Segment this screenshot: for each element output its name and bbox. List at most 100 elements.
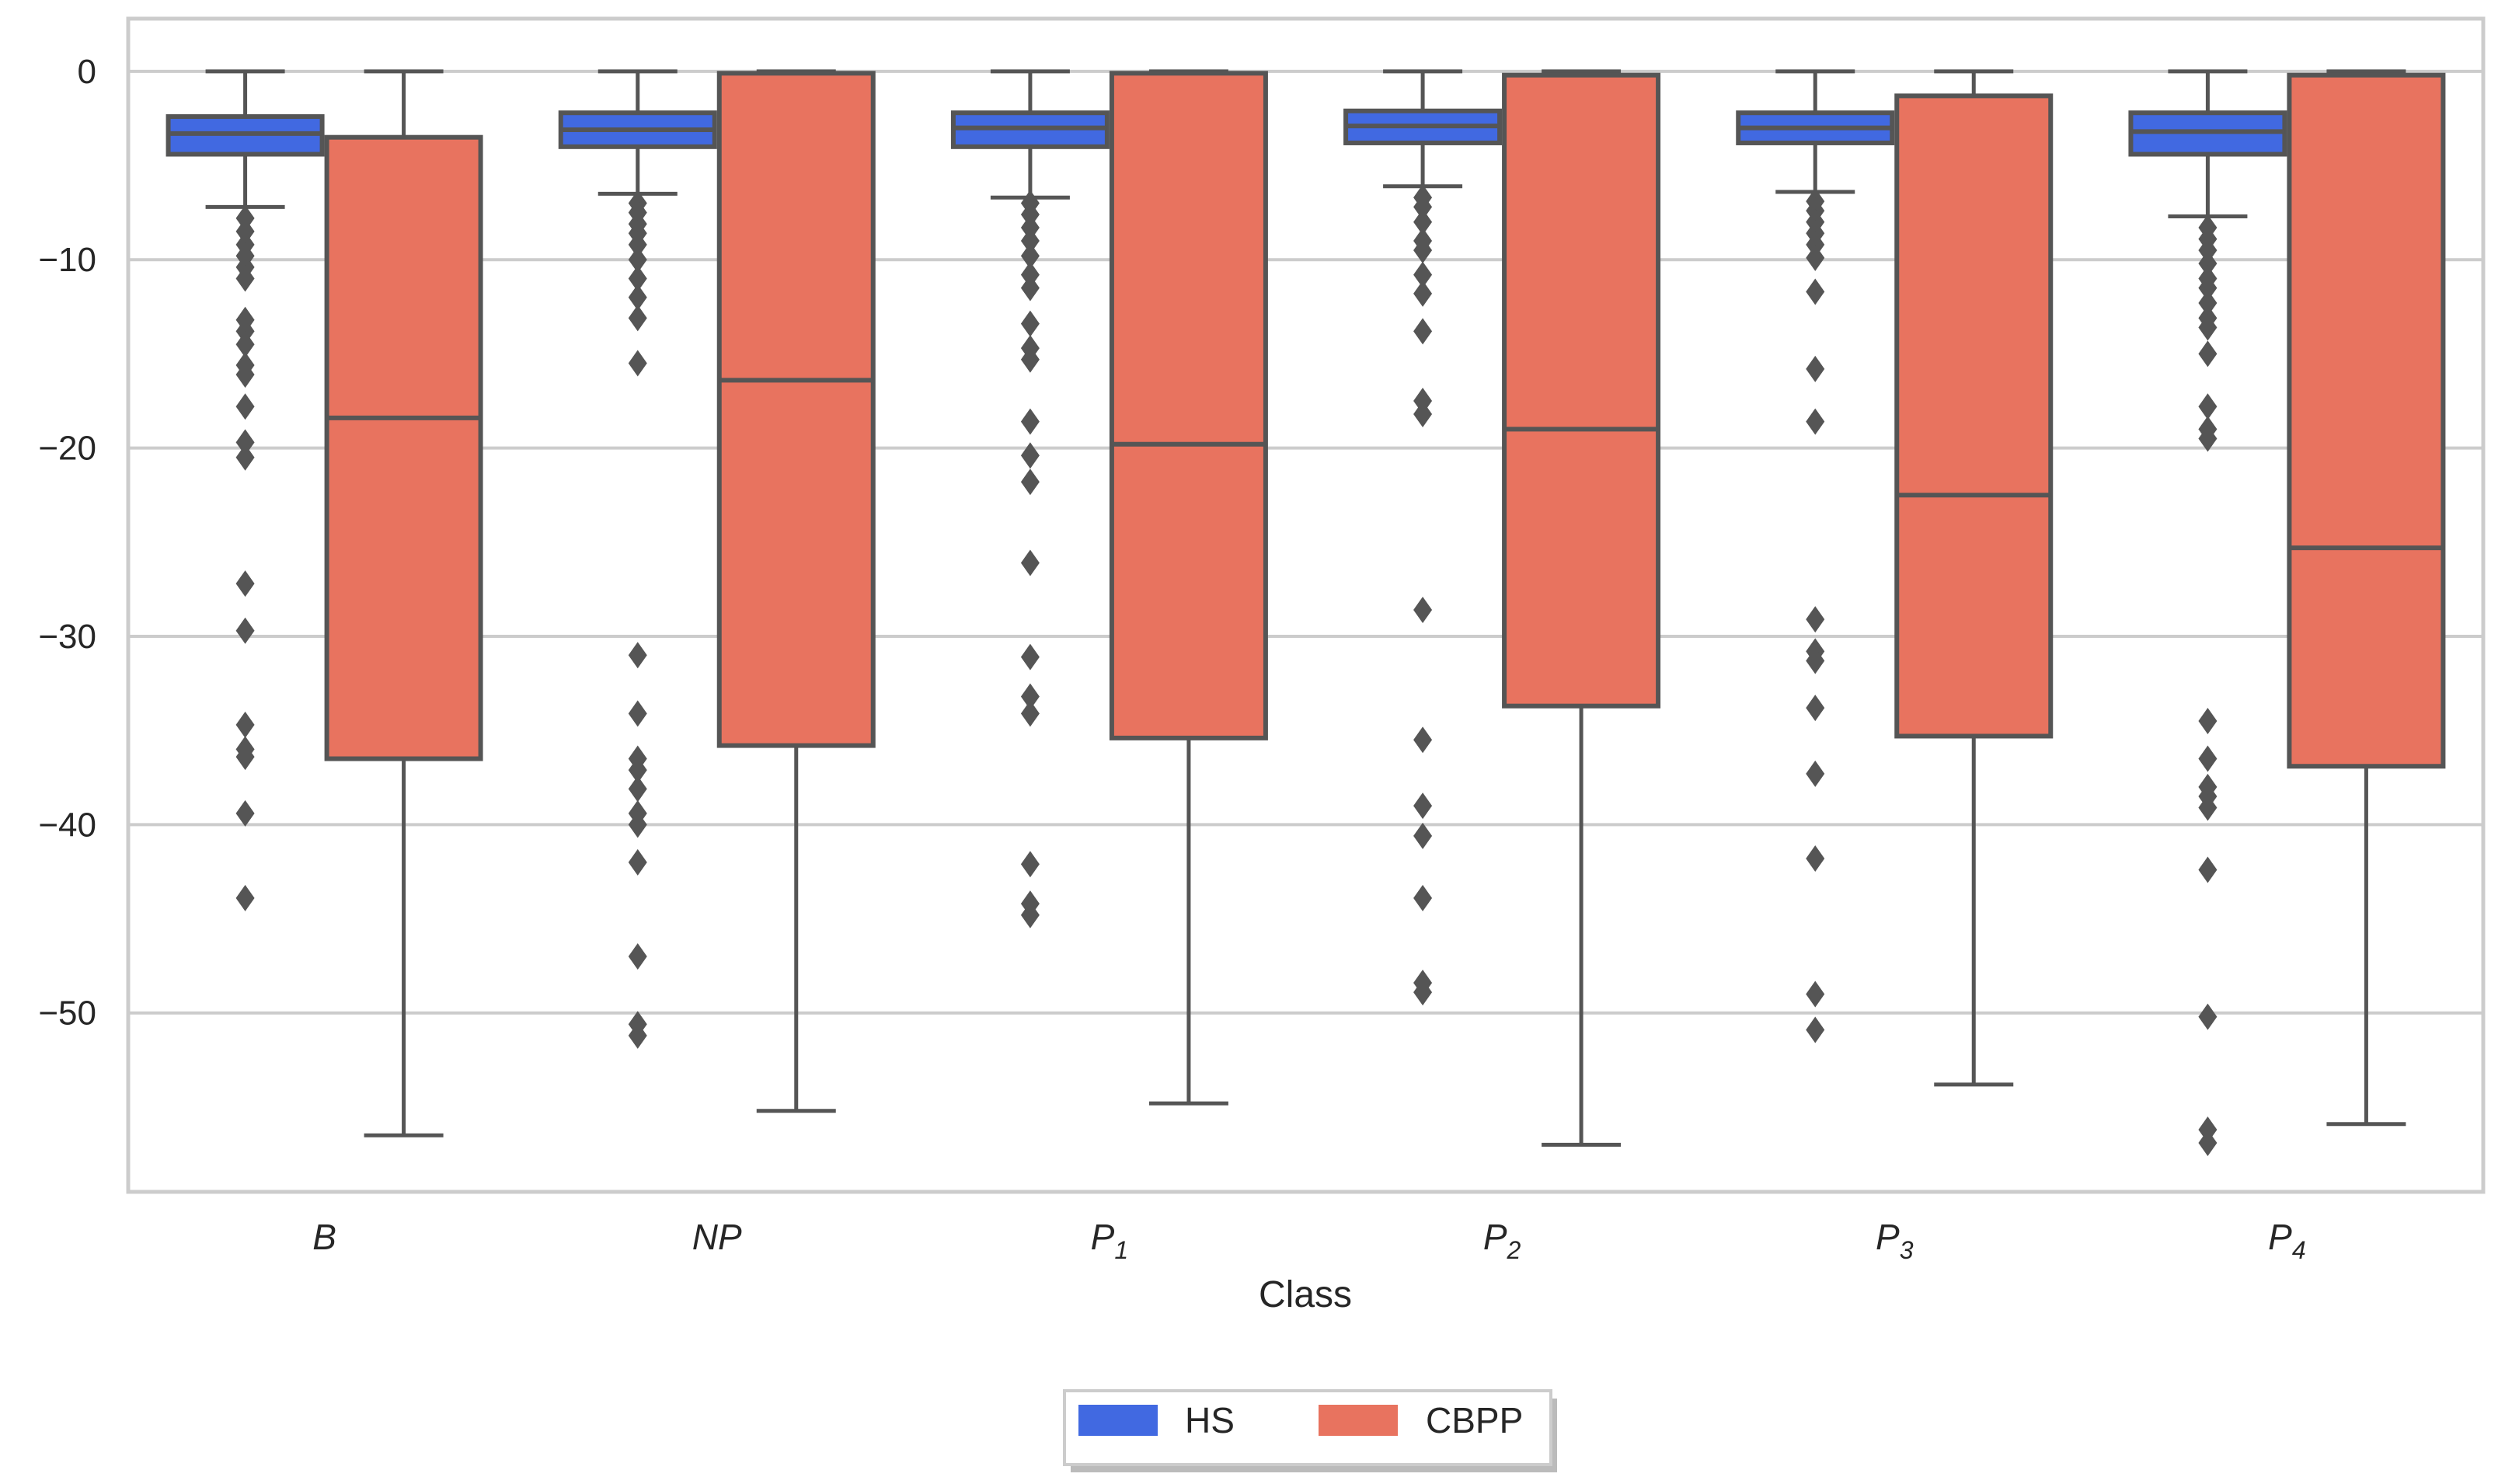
outlier-point [2198, 745, 2218, 772]
outlier-point [1020, 408, 1040, 435]
outlier-point [235, 444, 255, 471]
outlier-point [1020, 643, 1040, 671]
x-tick-label: P4 [2268, 1217, 2305, 1264]
outlier-point [628, 246, 647, 273]
legend-label-hs: HS [1185, 1400, 1235, 1440]
outlier-point [235, 617, 255, 644]
outlier-point [2198, 856, 2218, 883]
outlier-point [2198, 425, 2218, 452]
outlier-point [1806, 695, 1825, 722]
legend: HS CBPP [1063, 1389, 1557, 1472]
outlier-point [1020, 700, 1040, 727]
outlier-point [628, 757, 647, 784]
box-hs-4 [1736, 69, 1895, 1043]
outlier-point [1020, 242, 1040, 270]
outlier-point [2198, 393, 2218, 420]
box-hs-5 [2128, 69, 2287, 1156]
box-iqr [716, 71, 876, 748]
outlier-point [235, 331, 255, 358]
x-axis-title: Class [1259, 1274, 1352, 1315]
outlier-point [1806, 244, 1825, 271]
outlier-point [628, 642, 647, 669]
outlier-point [1806, 278, 1825, 305]
legend-label-cbpp: CBPP [1426, 1400, 1523, 1440]
box-iqr [1502, 72, 1661, 709]
box-iqr [1109, 71, 1268, 740]
outlier-point [1020, 442, 1040, 469]
outlier-point [628, 700, 647, 727]
x-tick-label: NP [692, 1217, 742, 1257]
outlier-point [235, 711, 255, 738]
outlier-point [235, 393, 255, 420]
outlier-point [235, 884, 255, 911]
box-cbpp-5 [2287, 69, 2446, 1127]
outlier-point [1413, 318, 1433, 345]
outlier-point [1413, 193, 1433, 221]
outlier-point [1806, 647, 1825, 674]
outlier-point [235, 265, 255, 292]
outlier-point [1020, 549, 1040, 577]
outlier-point [1020, 228, 1040, 255]
outlier-point [1413, 261, 1433, 288]
outlier-point [1413, 979, 1433, 1006]
outlier-point [628, 1022, 647, 1049]
outlier-point [235, 429, 255, 456]
box-hs-0 [165, 69, 325, 911]
box-cbpp-4 [1894, 69, 2054, 1087]
x-tick-label: P2 [1483, 1217, 1521, 1264]
outlier-point [1806, 1016, 1825, 1043]
gridlines [128, 69, 2483, 1015]
outlier-point [628, 775, 647, 803]
box-cbpp-2 [1109, 69, 1268, 1106]
outlier-point [1806, 845, 1825, 872]
outlier-point [2198, 274, 2218, 301]
outlier-point [235, 361, 255, 388]
outlier-point [628, 265, 647, 292]
outlier-point [2198, 250, 2218, 277]
y-tick-labels: 0 −10 −20 −30 −40 −50 [38, 53, 96, 1033]
outlier-point [628, 284, 647, 311]
outlier-point [235, 799, 255, 827]
box-cbpp-1 [716, 69, 876, 1113]
y-tick-label: −10 [38, 241, 96, 279]
box-iqr [2287, 72, 2446, 769]
outlier-point [1413, 597, 1433, 624]
x-tick-label: P3 [1876, 1217, 1914, 1264]
box-iqr [324, 134, 483, 761]
outlier-point [1413, 884, 1433, 911]
plot-frame [126, 16, 2486, 1194]
box-series [165, 69, 2446, 1156]
outlier-point [1806, 760, 1825, 787]
outlier-point [1413, 822, 1433, 849]
outlier-point [1413, 793, 1433, 820]
outlier-point [2198, 314, 2218, 341]
outlier-point [235, 570, 255, 597]
x-tick-label: B [312, 1217, 336, 1257]
outlier-point [628, 350, 647, 377]
box-cbpp-3 [1502, 69, 1661, 1147]
outlier-point [628, 305, 647, 332]
box-hs-3 [1343, 69, 1503, 1006]
box-cbpp-0 [324, 69, 483, 1137]
box-hs-1 [558, 69, 717, 1049]
outlier-point [2198, 1129, 2218, 1156]
outlier-point [628, 943, 647, 970]
x-tick-labels: B NP P1 P2 P3 P4 [312, 1217, 2305, 1264]
y-tick-label: −50 [38, 995, 96, 1033]
outlier-point [628, 811, 647, 838]
outlier-point [628, 231, 647, 258]
y-tick-label: −40 [38, 806, 96, 844]
box-iqr [1894, 93, 2054, 739]
outlier-point [2198, 794, 2218, 821]
outlier-point [235, 744, 255, 771]
box-hs-2 [950, 69, 1110, 928]
outlier-point [2198, 340, 2218, 368]
outlier-point [2198, 289, 2218, 316]
outlier-point [1806, 408, 1825, 435]
y-tick-label: −20 [38, 430, 96, 468]
outlier-point [1020, 346, 1040, 373]
outlier-point [1806, 355, 1825, 382]
outlier-point [1806, 981, 1825, 1008]
outlier-point [1413, 400, 1433, 427]
outlier-point [1020, 310, 1040, 337]
